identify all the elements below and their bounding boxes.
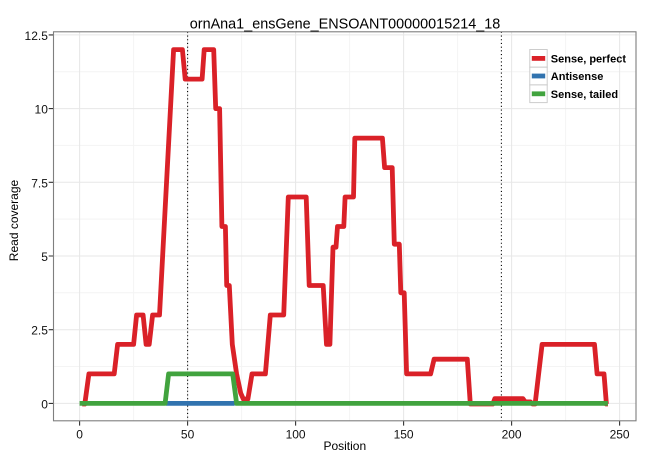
svg-text:7.5: 7.5 bbox=[31, 176, 48, 190]
svg-text:5: 5 bbox=[41, 250, 48, 264]
svg-text:50: 50 bbox=[181, 427, 195, 441]
svg-text:ornAna1_ensGene_ENSOANT0000001: ornAna1_ensGene_ENSOANT00000015214_18 bbox=[190, 17, 500, 33]
svg-text:2.5: 2.5 bbox=[31, 324, 48, 338]
svg-text:250: 250 bbox=[610, 427, 630, 441]
svg-text:Sense, perfect: Sense, perfect bbox=[551, 53, 627, 65]
svg-text:100: 100 bbox=[286, 427, 306, 441]
svg-text:10: 10 bbox=[35, 103, 49, 117]
svg-text:Read coverage: Read coverage bbox=[7, 179, 21, 261]
svg-text:0: 0 bbox=[41, 397, 48, 411]
svg-text:12.5: 12.5 bbox=[25, 29, 49, 43]
svg-text:Position: Position bbox=[323, 439, 366, 453]
svg-text:150: 150 bbox=[394, 427, 414, 441]
svg-text:Antisense: Antisense bbox=[551, 71, 604, 83]
svg-text:200: 200 bbox=[502, 427, 522, 441]
svg-text:Sense, tailed: Sense, tailed bbox=[551, 89, 618, 101]
svg-text:0: 0 bbox=[76, 427, 83, 441]
